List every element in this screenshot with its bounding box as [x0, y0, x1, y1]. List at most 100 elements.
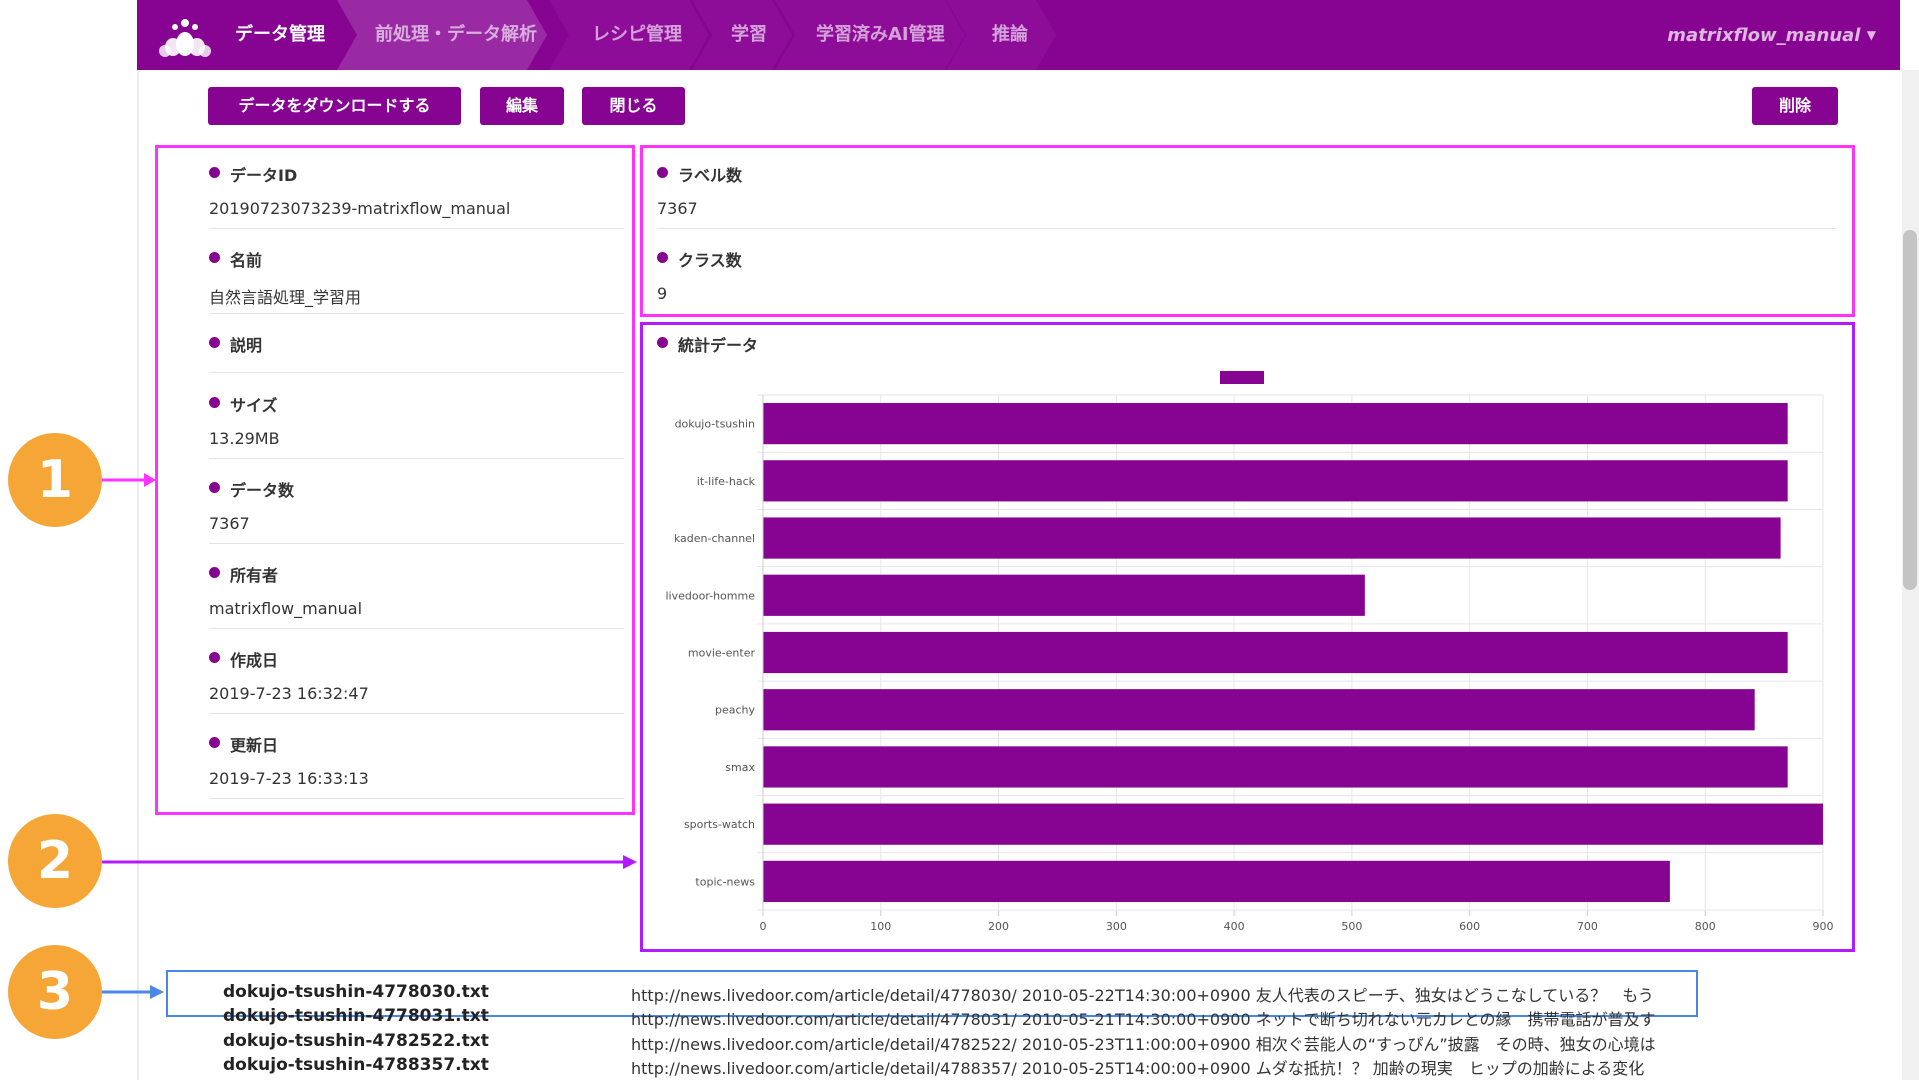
count-label: データ数: [230, 481, 295, 500]
data-id-value: 20190723073239-matrixflow_manual: [209, 199, 511, 218]
bullet-icon: [209, 567, 220, 578]
file-text-2: http://news.livedoor.com/article/detail/…: [631, 1010, 1656, 1029]
bar-dokujo-tsushin: [763, 403, 1788, 445]
x-tick-label: 300: [1106, 920, 1127, 933]
category-label: movie-enter: [688, 647, 756, 660]
class-count-label: クラス数: [678, 251, 742, 270]
bullet-icon: [209, 397, 220, 408]
vertical-scrollbar[interactable]: [1899, 70, 1919, 1080]
bar-movie-enter: [763, 631, 1788, 674]
scrollbar-thumb[interactable]: [1903, 230, 1917, 590]
name-label: 名前: [230, 251, 263, 270]
x-tick-label: 600: [1459, 920, 1480, 933]
category-label: dokujo-tsushin: [675, 418, 755, 431]
bullet-icon: [657, 252, 668, 263]
bullet-icon: [209, 652, 220, 663]
size-label: サイズ: [230, 396, 278, 415]
updated-value: 2019-7-23 16:33:13: [209, 769, 369, 788]
bar-sports-watch: [763, 803, 1823, 845]
annotation-frame-3: [166, 970, 1698, 1017]
top-navbar: データ管理 前処理・データ解析 レシピ管理 学習 学習済みAI管理 推論 mat…: [137, 0, 1900, 70]
stats-label: 統計データ: [678, 336, 759, 355]
bullet-icon: [209, 337, 220, 348]
bullet-icon: [657, 167, 668, 178]
bullet-icon: [209, 737, 220, 748]
field-created: 作成日 2019-7-23 16:32:47: [209, 647, 624, 714]
breadcrumb-trained-ai[interactable]: 学習済みAI管理: [816, 24, 945, 45]
breadcrumb-recipe[interactable]: レシピ管理: [592, 24, 682, 45]
annotation-badge-2: 2: [8, 814, 102, 908]
field-description: 説明: [209, 332, 624, 373]
lotus-logo-icon[interactable]: [159, 14, 211, 58]
breadcrumb-preprocessing[interactable]: 前処理・データ解析: [375, 24, 537, 45]
data-id-label: データID: [230, 166, 298, 185]
bar-smax: [763, 746, 1788, 788]
left-gutter: [0, 0, 138, 1080]
bullet-icon: [209, 482, 220, 493]
delete-button[interactable]: 削除: [1752, 87, 1838, 125]
file-name-2[interactable]: dokujo-tsushin-4778031.txt: [223, 1006, 489, 1026]
field-owner: 所有者 matrixflow_manual: [209, 562, 624, 629]
summary-frame: [640, 145, 1855, 317]
size-value: 13.29MB: [209, 429, 280, 448]
label-count-value: 7367: [657, 199, 698, 218]
breadcrumb-inference[interactable]: 推論: [992, 24, 1028, 45]
category-label: livedoor-homme: [665, 589, 755, 602]
class-count-value: 9: [657, 284, 668, 303]
close-button[interactable]: 閉じる: [582, 87, 685, 125]
edit-button[interactable]: 編集: [480, 87, 564, 125]
user-menu[interactable]: matrixflow_manual ▼: [1667, 0, 1876, 70]
file-name-3[interactable]: dokujo-tsushin-4782522.txt: [223, 1031, 489, 1051]
file-name-1[interactable]: dokujo-tsushin-4778030.txt: [223, 982, 489, 1002]
name-value: 自然言語処理_学習用: [209, 288, 362, 307]
field-name: 名前 自然言語処理_学習用: [209, 247, 624, 314]
bar-topic-news: [763, 860, 1670, 902]
annotation-badge-3: 3: [8, 945, 102, 1039]
category-label: sports-watch: [684, 818, 755, 831]
x-tick-label: 700: [1577, 920, 1598, 933]
field-class-count: クラス数 9: [657, 247, 1837, 305]
file-text-1: http://news.livedoor.com/article/detail/…: [631, 986, 1654, 1005]
bar-it-life-hack: [763, 460, 1788, 502]
annotation-frame-1: [155, 145, 635, 815]
category-label: it-life-hack: [697, 475, 756, 488]
category-label: smax: [725, 761, 755, 774]
stats-heading: 統計データ: [657, 332, 957, 356]
label-count-label: ラベル数: [678, 166, 743, 185]
x-tick-label: 800: [1695, 920, 1716, 933]
file-name-4[interactable]: dokujo-tsushin-4788357.txt: [223, 1055, 489, 1075]
x-tick-label: 400: [1224, 920, 1245, 933]
owner-label: 所有者: [230, 566, 279, 585]
x-tick-label: 900: [1813, 920, 1834, 933]
field-count: データ数 7367: [209, 477, 624, 544]
category-label: kaden-channel: [674, 532, 755, 545]
annotation-frame-2: [640, 322, 1855, 952]
bullet-icon: [209, 252, 220, 263]
owner-value: matrixflow_manual: [209, 599, 363, 618]
bullet-icon: [657, 337, 668, 348]
breadcrumb-backgrounds: [337, 0, 1056, 70]
annotation-badge-1: 1: [8, 433, 102, 527]
x-tick-label: 200: [988, 920, 1009, 933]
stats-bar-chart: 0 100 200 300 400 500 600 700 800 900 dokujo-tsush…: [665, 371, 1834, 933]
field-size: サイズ 13.29MB: [209, 392, 624, 459]
breadcrumb-data-management[interactable]: データ管理: [235, 24, 325, 45]
user-name: matrixflow_manual: [1667, 25, 1861, 46]
file-text-3: http://news.livedoor.com/article/detail/…: [631, 1035, 1656, 1054]
bar-kaden-channel: [763, 517, 1781, 559]
field-label-count: ラベル数 7367: [657, 162, 1837, 229]
x-tick-label: 0: [760, 920, 767, 933]
file-text-4: http://news.livedoor.com/article/detail/…: [631, 1059, 1645, 1078]
bullet-icon: [209, 167, 220, 178]
category-label: peachy: [715, 704, 756, 717]
created-label: 作成日: [230, 651, 279, 670]
x-tick-label: 500: [1341, 920, 1362, 933]
description-label: 説明: [230, 336, 263, 355]
bar-peachy: [763, 689, 1755, 731]
created-value: 2019-7-23 16:32:47: [209, 684, 369, 703]
field-data-id: データID 20190723073239-matrixflow_manual: [209, 162, 624, 229]
download-button[interactable]: データをダウンロードする: [208, 87, 461, 125]
category-label: topic-news: [695, 875, 755, 888]
legend-swatch: [1220, 371, 1264, 384]
breadcrumb-training[interactable]: 学習: [731, 24, 767, 45]
